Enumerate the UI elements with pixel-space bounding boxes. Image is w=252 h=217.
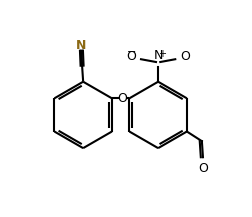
Text: O: O — [198, 162, 208, 175]
Text: +: + — [158, 49, 166, 59]
Text: N: N — [153, 49, 163, 62]
Text: N: N — [76, 39, 87, 52]
Text: O: O — [180, 50, 190, 63]
Text: −: − — [127, 47, 137, 57]
Text: O: O — [117, 92, 127, 105]
Text: O: O — [127, 50, 136, 63]
